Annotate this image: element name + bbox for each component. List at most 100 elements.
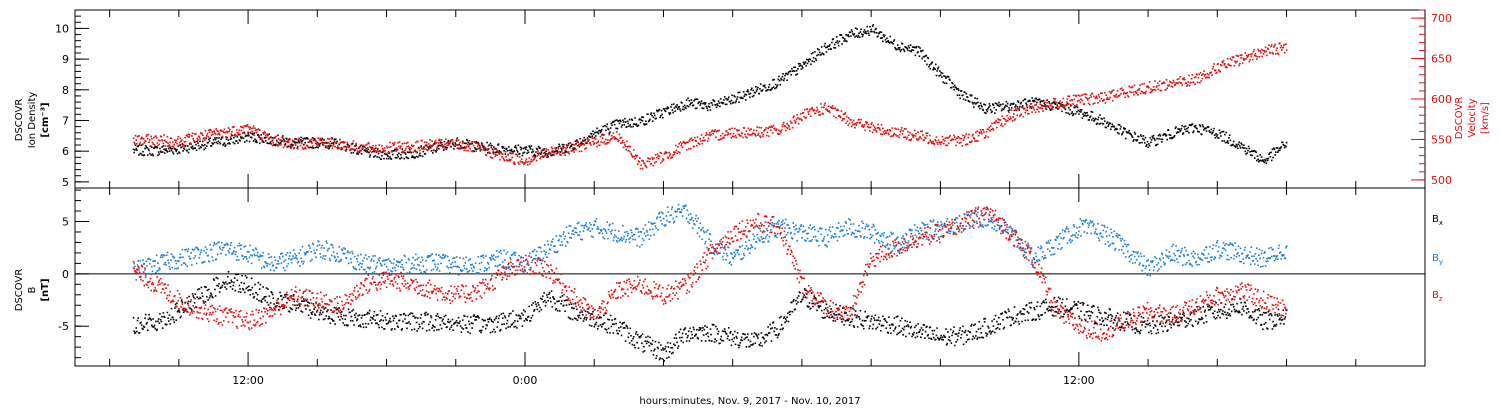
- ion-density-point: [885, 41, 888, 43]
- velocity-point: [793, 119, 796, 122]
- bx-point: [389, 320, 392, 323]
- ion-density-point: [595, 131, 598, 134]
- bx-point: [466, 315, 469, 318]
- velocity-point: [897, 128, 900, 131]
- bx-point: [985, 332, 987, 334]
- velocity-point: [856, 121, 859, 124]
- ion-density-point: [1268, 153, 1270, 156]
- ion-density-point: [546, 155, 549, 157]
- bx-point: [983, 318, 985, 320]
- velocity-point: [1206, 72, 1209, 75]
- velocity-point: [1084, 93, 1086, 95]
- bx-point: [614, 317, 617, 320]
- bx-point: [1040, 314, 1042, 317]
- velocity-point: [442, 146, 444, 149]
- bx-point: [135, 327, 138, 329]
- bx-point: [431, 327, 433, 329]
- bx-point: [713, 341, 716, 343]
- bx-point: [532, 302, 535, 304]
- velocity-point: [505, 155, 507, 158]
- velocity-point: [1255, 55, 1257, 57]
- velocity-point: [1158, 80, 1161, 83]
- ion-density-point: [583, 136, 585, 139]
- bx-point: [873, 317, 875, 319]
- bx-point: [261, 298, 264, 301]
- velocity-point: [846, 120, 849, 123]
- velocity-point: [414, 149, 416, 151]
- bx-point: [302, 300, 304, 303]
- velocity-point: [402, 150, 404, 152]
- bx-point: [598, 317, 600, 319]
- ion-density-point: [620, 126, 623, 128]
- bx-point: [311, 313, 313, 316]
- velocity-point: [909, 132, 911, 134]
- ion-density-point: [992, 104, 995, 106]
- velocity-point: [786, 127, 789, 130]
- velocity-point: [696, 144, 698, 147]
- bx-point: [1022, 307, 1025, 310]
- velocity-point: [1156, 82, 1159, 84]
- ion-density-point: [700, 102, 702, 105]
- bx-point: [796, 297, 799, 299]
- velocity-point: [859, 121, 862, 124]
- velocity-point: [1060, 105, 1063, 107]
- ion-density-point: [290, 143, 293, 146]
- ion-density-point: [1262, 160, 1265, 162]
- ion-density-point: [1009, 104, 1012, 106]
- velocity-point: [475, 150, 478, 152]
- velocity-point: [370, 146, 372, 149]
- velocity-point: [831, 105, 834, 107]
- ion-density-point: [1201, 133, 1203, 136]
- ion-density-point: [648, 119, 651, 122]
- bx-point: [174, 307, 176, 309]
- ion-density-point: [706, 107, 708, 109]
- velocity-point: [467, 149, 469, 152]
- velocity-point: [805, 116, 807, 119]
- bx-point: [772, 322, 774, 324]
- bx-point: [472, 322, 474, 325]
- bx-point: [662, 347, 664, 349]
- velocity-point: [683, 141, 686, 144]
- ion-density-point: [781, 75, 784, 78]
- ion-density-point: [1180, 127, 1183, 130]
- velocity-point: [901, 126, 903, 129]
- velocity-point: [749, 134, 752, 136]
- bx-point: [792, 300, 795, 302]
- bx-point: [442, 318, 444, 321]
- velocity-point: [1063, 104, 1065, 107]
- ion-density-point: [737, 91, 740, 94]
- bottom-left-tick-label: 5: [62, 216, 69, 229]
- bx-point: [984, 317, 987, 320]
- ion-density-point: [725, 97, 727, 100]
- ion-density-point: [178, 151, 180, 153]
- bx-point: [138, 332, 141, 334]
- ion-density-point: [790, 74, 792, 76]
- ion-density-point: [197, 144, 200, 147]
- ion-density-point: [731, 94, 733, 97]
- bx-point: [505, 322, 508, 325]
- ion-density-point: [727, 96, 730, 99]
- bx-point: [1080, 319, 1083, 322]
- velocity-point: [304, 146, 307, 149]
- bx-point: [341, 317, 344, 320]
- velocity-point: [588, 138, 590, 141]
- velocity-point: [562, 147, 564, 150]
- velocity-point: [301, 142, 303, 145]
- bx-point: [470, 322, 473, 324]
- ion-density-point: [661, 113, 664, 116]
- velocity-point: [1115, 93, 1118, 96]
- bx-point: [1066, 309, 1069, 311]
- velocity-point: [764, 128, 767, 131]
- ion-density-point: [338, 143, 340, 146]
- velocity-point: [1090, 96, 1092, 98]
- bx-point: [536, 308, 539, 311]
- bx-point: [771, 327, 773, 329]
- velocity-point: [1193, 76, 1196, 79]
- velocity-point: [818, 114, 820, 116]
- ion-density-point: [898, 48, 900, 51]
- velocity-point: [1051, 108, 1054, 111]
- ion-density-point: [1003, 107, 1006, 109]
- velocity-point: [483, 149, 486, 151]
- velocity-point: [320, 139, 322, 141]
